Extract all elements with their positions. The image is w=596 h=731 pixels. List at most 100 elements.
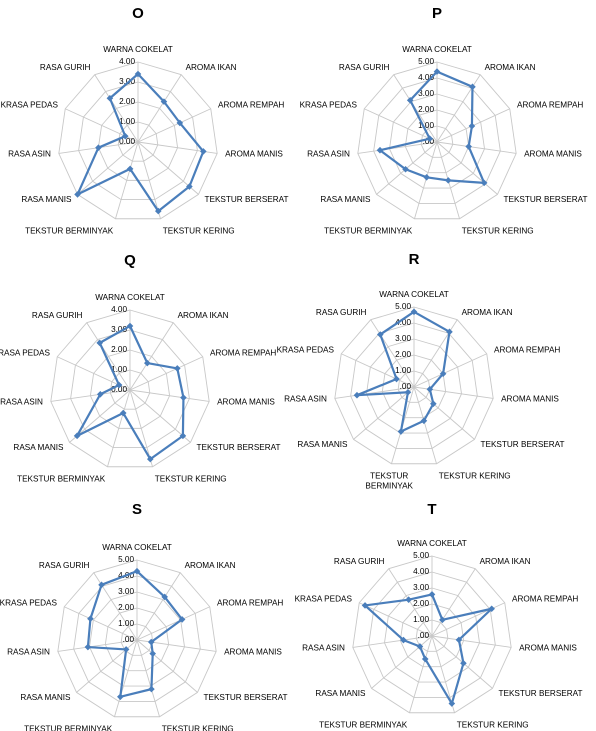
chart-title: R — [409, 251, 420, 268]
axis-spoke — [94, 74, 139, 143]
tick-label: 1.00 — [111, 365, 127, 374]
axis-label: AROMA MANIS — [524, 150, 582, 159]
axis-label: AROMA REMPAH — [512, 595, 578, 604]
axis-label: AROMA MANIS — [217, 398, 275, 407]
tick-label: 3.00 — [119, 77, 135, 86]
grid-ring — [58, 61, 218, 220]
axis-label: TEKSTUR BERSERAT — [481, 440, 565, 449]
data-point — [146, 455, 154, 463]
data-point — [402, 165, 409, 173]
grid-ring — [381, 354, 447, 419]
grid-ring — [109, 369, 151, 410]
data-point — [446, 328, 453, 336]
axis-label: RASA GURIH — [339, 63, 390, 72]
axis-spoke — [353, 386, 415, 440]
axis-label: AROMA REMPAH — [210, 349, 276, 358]
axis-spoke — [364, 108, 438, 143]
axis-spoke — [136, 606, 210, 641]
tick-label: 4.00 — [111, 305, 127, 314]
grid-ring — [420, 125, 454, 158]
axis-label: TEKSTUR BERMINYAK — [324, 227, 413, 236]
axis-label: KRASA PEDAS — [1, 101, 59, 110]
data-point — [469, 83, 476, 91]
axis-spoke — [436, 141, 517, 154]
axis-label: TEKSTUR KERING — [462, 227, 534, 236]
series-line — [76, 72, 205, 213]
axis-label: WARNA COKELAT — [379, 290, 449, 299]
data-point — [121, 132, 129, 140]
tick-label: 3.00 — [395, 334, 411, 343]
data-point — [161, 593, 168, 601]
axis-label: RASA MANIS — [13, 443, 64, 452]
tick-label: 5.00 — [418, 57, 434, 66]
data-point — [439, 370, 447, 378]
data-point — [433, 68, 441, 75]
grid-ring — [357, 61, 517, 220]
data-point — [74, 191, 81, 198]
axis-spoke — [413, 386, 494, 399]
axis-spoke — [129, 322, 174, 391]
data-point — [428, 591, 436, 598]
data-point — [465, 143, 472, 150]
data-point — [480, 179, 488, 187]
grid-ring — [350, 322, 478, 449]
axis-spoke — [334, 386, 415, 399]
grid-ring — [104, 607, 170, 672]
axis-label: RASA ASIN — [7, 648, 50, 657]
data-point — [421, 655, 429, 663]
axis-spoke — [371, 635, 433, 689]
data-point — [122, 646, 130, 653]
axis-spoke — [359, 602, 433, 637]
data-point — [117, 693, 124, 701]
data-point — [186, 183, 193, 190]
axis-label: RASA MANIS — [315, 689, 366, 698]
axis-label: WARNA COKELAT — [103, 45, 173, 54]
tick-label: 4.00 — [413, 567, 429, 576]
grid-ring — [73, 575, 201, 702]
grid-ring — [366, 338, 462, 434]
axis-spoke — [136, 639, 160, 717]
series-line — [355, 310, 451, 433]
chart-title: O — [132, 5, 144, 22]
axis-label: AROMA IKAN — [485, 63, 536, 72]
data-point — [405, 596, 412, 603]
tick-label: 5.00 — [118, 555, 134, 564]
tick-label: 2.00 — [118, 603, 134, 612]
data-point — [423, 174, 430, 181]
data-point — [460, 659, 467, 667]
axis-label: TEKSTUR KERING — [439, 472, 511, 481]
tick-label: 2.00 — [418, 105, 434, 114]
data-point — [406, 96, 414, 104]
grid-ring — [117, 121, 159, 162]
axis-label: TEKSTUR BERMINYAK — [365, 472, 413, 491]
chart-title: S — [132, 501, 142, 518]
grid-ring — [50, 309, 210, 468]
axis-label: WARNA COKELAT — [402, 45, 472, 54]
data-point — [119, 409, 127, 417]
grid-ring — [373, 77, 501, 204]
axis-spoke — [129, 389, 191, 443]
data-point — [134, 70, 142, 78]
data-point — [126, 165, 134, 173]
grid-ring — [70, 329, 190, 449]
axis-spoke — [107, 389, 131, 467]
grid-ring — [57, 559, 217, 718]
grid-ring — [89, 591, 185, 687]
axis-label: AROMA IKAN — [178, 311, 229, 320]
data-point — [97, 390, 104, 398]
axis-spoke — [357, 141, 438, 154]
data-point — [376, 331, 384, 338]
data-point — [376, 146, 384, 154]
tick-label: 3.00 — [118, 587, 134, 596]
axis-label: TEKSTUR BERSERAT — [197, 443, 281, 452]
tick-label: 1.00 — [395, 366, 411, 375]
axis-spoke — [86, 322, 131, 391]
data-point — [154, 207, 162, 215]
tick-label: .00 — [400, 382, 412, 391]
tick-label: 1.00 — [119, 117, 135, 126]
axis-spoke — [136, 639, 198, 693]
axis-label: TEKSTUR BERSERAT — [499, 689, 583, 698]
axis-spoke — [409, 635, 433, 713]
data-point — [448, 700, 456, 707]
